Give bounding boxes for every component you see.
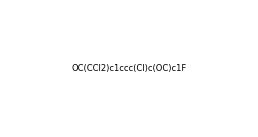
Text: OC(CCl2)c1ccc(Cl)c(OC)c1F: OC(CCl2)c1ccc(Cl)c(OC)c1F bbox=[71, 64, 187, 73]
